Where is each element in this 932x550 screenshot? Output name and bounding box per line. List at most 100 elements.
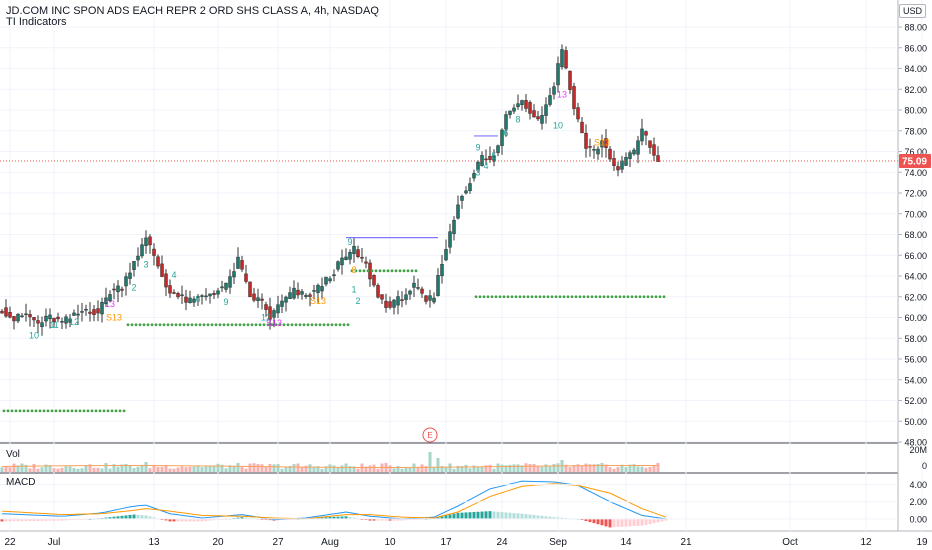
volume-bar	[356, 468, 360, 472]
support-dot	[6, 409, 10, 413]
volume-bar	[84, 465, 88, 472]
macd-histogram-bar	[548, 516, 552, 519]
volume-bar	[524, 463, 528, 472]
price-tick-label: 48.00	[904, 438, 927, 448]
support-dot	[122, 409, 126, 413]
volume-bar	[148, 468, 152, 472]
macd-histogram-bar	[116, 516, 120, 519]
candle-up	[600, 140, 604, 148]
price-tick-label: 60.00	[904, 313, 927, 323]
candle-up	[284, 296, 288, 303]
macd-histogram-bar	[104, 517, 108, 519]
macd-histogram-bar	[388, 518, 392, 521]
volume-bar	[112, 464, 116, 472]
volume-bar	[240, 466, 244, 472]
support-dot	[154, 323, 158, 327]
macd-histogram-bar	[500, 512, 504, 519]
support-dot	[538, 295, 542, 299]
volume-bar	[44, 464, 48, 472]
candle-up	[104, 297, 108, 304]
candle-up	[548, 95, 552, 105]
candle-down	[364, 261, 368, 264]
x-tick-label: Jul	[48, 537, 61, 548]
volume-bar	[100, 468, 104, 472]
macd-histogram-bar	[120, 515, 124, 519]
volume-bar	[508, 464, 512, 472]
macd-histogram-bar	[200, 518, 204, 522]
candle-down	[36, 320, 40, 324]
macd-tick-label: 2.00	[909, 497, 927, 507]
candle-up	[464, 190, 468, 194]
macd-histogram-bar	[176, 518, 180, 522]
support-dot	[94, 409, 98, 413]
macd-histogram-bar	[372, 518, 376, 521]
sequence-count-label: 13	[105, 299, 115, 309]
candle-up	[396, 296, 400, 306]
macd-histogram-bar	[20, 518, 24, 522]
volume-bar	[220, 464, 224, 472]
sequence-count-label: 6	[503, 128, 508, 138]
macd-histogram-bar	[244, 517, 248, 519]
macd-histogram-bar	[400, 518, 404, 521]
symbol-title[interactable]: JD.COM INC SPON ADS EACH REPR 2 ORD SHS …	[6, 5, 379, 17]
support-dot	[58, 409, 62, 413]
sequence-count-label: 2	[355, 296, 360, 306]
currency-button[interactable]: USD	[898, 4, 926, 18]
candle-up	[416, 287, 420, 289]
candle-up	[512, 107, 516, 112]
support-dot	[350, 269, 354, 273]
macd-histogram-bar	[40, 518, 44, 521]
macd-histogram-bar	[8, 518, 12, 522]
volume-bar	[16, 465, 20, 472]
candle-down	[264, 304, 268, 310]
candle-up	[412, 282, 416, 288]
volume-bar	[292, 464, 296, 472]
volume-bar	[552, 464, 556, 472]
candle-up	[236, 256, 240, 269]
macd-histogram-bar	[320, 517, 324, 519]
support-dot	[66, 409, 70, 413]
candle-down	[484, 158, 488, 161]
sequence-count-label: 5	[491, 151, 496, 161]
candle-up	[60, 321, 64, 323]
candle-up	[188, 297, 192, 304]
candle-up	[496, 145, 500, 153]
candle-up	[204, 295, 208, 298]
candle-up	[288, 292, 292, 299]
macd-histogram-bar	[24, 518, 28, 522]
earnings-marker	[422, 427, 438, 443]
support-dot	[394, 269, 398, 273]
macd-histogram-bar	[112, 516, 116, 519]
candle-up	[300, 291, 304, 295]
support-dot	[658, 295, 662, 299]
volume-bar	[620, 464, 624, 472]
macd-histogram-bar	[236, 517, 240, 519]
volume-bar	[504, 465, 508, 472]
support-dot	[502, 295, 506, 299]
support-dot	[42, 409, 46, 413]
macd-histogram-bar	[620, 518, 624, 527]
candle-up	[228, 276, 232, 288]
candle-up	[428, 295, 432, 301]
candle-down	[152, 248, 156, 256]
support-dot	[142, 323, 146, 327]
indicator-label[interactable]: TI Indicators	[6, 16, 67, 28]
support-dot	[210, 323, 214, 327]
sequence-count-label: 9	[347, 237, 352, 247]
price-tick-label: 64.00	[904, 272, 927, 282]
x-tick-label: 12	[860, 537, 872, 548]
macd-histogram-bar	[344, 516, 348, 519]
support-dot	[182, 323, 186, 327]
support-dot	[542, 295, 546, 299]
support-dot	[562, 295, 566, 299]
volume-bar	[268, 463, 272, 472]
candle-down	[656, 155, 660, 162]
candle-up	[224, 282, 228, 290]
volume-bar	[140, 464, 144, 472]
last-price-label: 75.09	[902, 156, 927, 167]
volume-bar	[0, 467, 4, 472]
price-tick-label: 88.00	[904, 23, 927, 33]
macd-histogram-bar	[164, 518, 168, 521]
support-dot	[298, 323, 302, 327]
